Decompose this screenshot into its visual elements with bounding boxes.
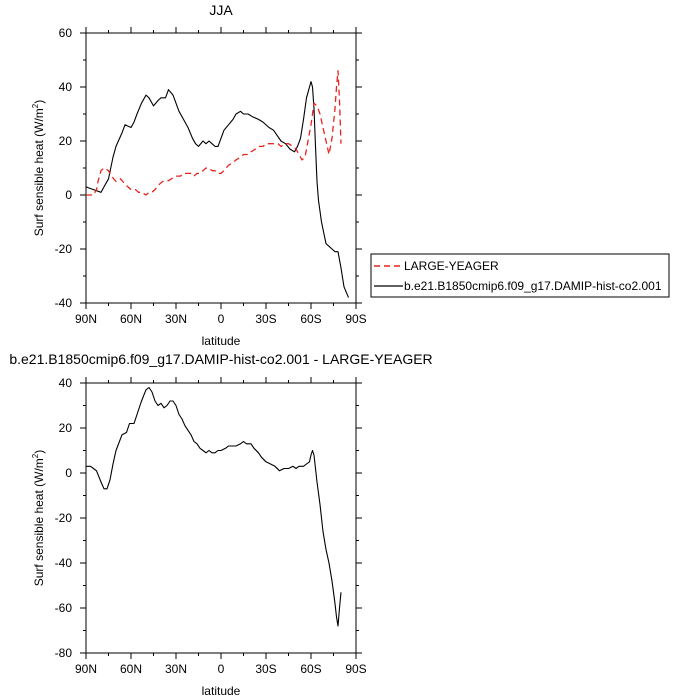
top-series-line-0 — [85, 81, 350, 298]
top-x-axis-label: latitude — [202, 334, 241, 348]
bottom-y-tick-label: -40 — [55, 556, 73, 570]
bottom-x-axis-label: latitude — [202, 684, 241, 698]
bottom-x-tick-label: 90S — [345, 662, 366, 676]
top-y-tick-label: 40 — [59, 80, 73, 94]
bottom-y-tick-label: 40 — [59, 376, 73, 390]
bottom-plot-frame — [85, 382, 357, 654]
bottom-x-tick-label: 0 — [218, 662, 225, 676]
bottom-series-line-0 — [86, 386, 342, 627]
top-plot: JJA 90N 60N 30N 0 30S 60S 90S -40 -20 0 20 40 60 lat… — [31, 2, 367, 348]
top-x-tick-label: 90N — [75, 312, 97, 326]
bottom-plot: b.e21.B1850cmip6.f09_g17.DAMIP-hist-co2.… — [9, 351, 432, 698]
top-y-axis-label-sup: 2 — [31, 103, 40, 108]
bottom-axis-ticks: 90N 60N 30N 0 30S 60S 90S -80 -60 -40 -20 0 20 40 — [55, 376, 367, 676]
top-y-tick-label: -40 — [55, 296, 73, 310]
bottom-y-tick-label: -80 — [55, 646, 73, 660]
bottom-y-axis-label-sup: 2 — [31, 453, 40, 458]
legend-box — [370, 253, 670, 298]
bottom-y-tick-label: 20 — [59, 421, 73, 435]
bottom-y-axis-label: Surf sensible heat (W/m2) — [31, 450, 46, 587]
bottom-y-tick-label: -20 — [55, 511, 73, 525]
bottom-y-axis-label-main: Surf sensible heat (W/m — [32, 458, 46, 586]
legend-label-large-yeager: LARGE-YEAGER — [404, 259, 499, 273]
top-y-axis-label-end: ) — [32, 100, 46, 104]
bottom-y-tick-label: -60 — [55, 601, 73, 615]
bottom-x-tick-label: 30N — [165, 662, 187, 676]
top-y-axis-label: Surf sensible heat (W/m2) — [31, 100, 46, 237]
bottom-y-axis-label-end: ) — [32, 450, 46, 454]
top-chart-title: JJA — [209, 2, 233, 18]
legend: LARGE-YEAGER b.e21.B1850cmip6.f09_g17.DA… — [370, 253, 670, 298]
bottom-x-tick-label: 30S — [255, 662, 276, 676]
bottom-x-tick-label: 90N — [75, 662, 97, 676]
top-y-tick-label: -20 — [55, 242, 73, 256]
top-x-tick-label: 90S — [345, 312, 366, 326]
top-y-tick-label: 60 — [59, 26, 73, 40]
top-plot-frame — [85, 32, 357, 304]
top-x-tick-label: 60S — [300, 312, 321, 326]
bottom-plot-lines — [86, 386, 342, 627]
legend-label-damip: b.e21.B1850cmip6.f09_g17.DAMIP-hist-co2.… — [404, 279, 662, 293]
top-y-tick-label: 0 — [65, 188, 72, 202]
bottom-chart-title: b.e21.B1850cmip6.f09_g17.DAMIP-hist-co2.… — [9, 351, 432, 367]
bottom-x-tick-label: 60N — [120, 662, 142, 676]
top-axis-ticks: 90N 60N 30N 0 30S 60S 90S -40 -20 0 20 40 60 — [55, 26, 367, 326]
top-plot-lines — [85, 70, 350, 298]
top-x-tick-label: 30S — [255, 312, 276, 326]
top-y-tick-label: 20 — [59, 134, 73, 148]
top-y-axis-label-main: Surf sensible heat (W/m — [32, 108, 46, 236]
top-series-line-1 — [86, 70, 342, 196]
top-x-tick-label: 0 — [218, 312, 225, 326]
top-x-tick-label: 60N — [120, 312, 142, 326]
bottom-y-tick-label: 0 — [65, 466, 72, 480]
bottom-x-tick-label: 60S — [300, 662, 321, 676]
top-x-tick-label: 30N — [165, 312, 187, 326]
